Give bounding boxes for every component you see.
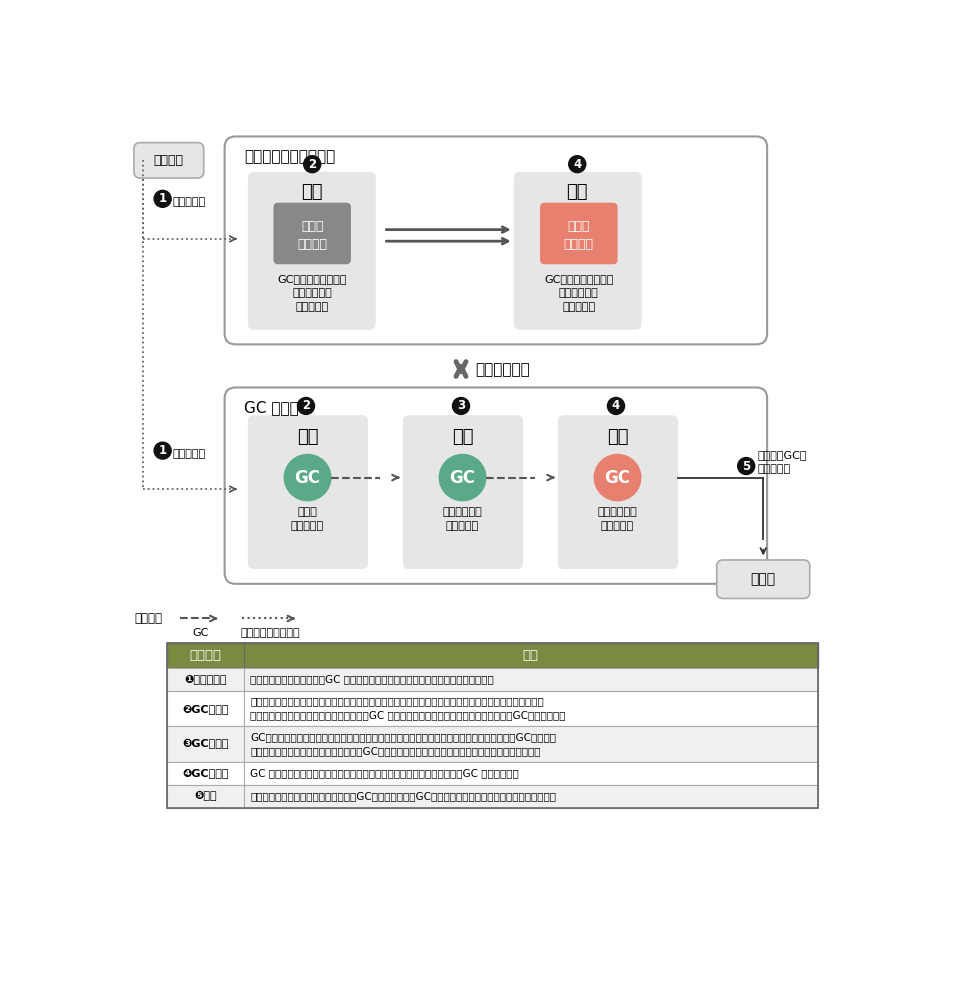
- Text: ❺主張: ❺主張: [194, 791, 217, 802]
- Text: 測定された発電量データをもとに、既存の再エネ属性証書の発行者が発電者またはその代理人のアカウン
トに対して、再エネ属性証書を発行する。GC 発行者は、測定された: 測定された発電量データをもとに、既存の再エネ属性証書の発行者が発電者またはその代…: [251, 696, 565, 720]
- FancyBboxPatch shape: [540, 202, 617, 264]
- Text: 5: 5: [742, 459, 751, 472]
- Text: GC発行の対象となったアカウントは、発行者が管理する登録簿内の別のアカウントに発行済GCを移行す
ることもある。アカウント間の移行は、GCの有効期限内で使用され: GC発行の対象となったアカウントは、発行者が管理する登録簿内の別のアカウントに発…: [251, 732, 556, 756]
- Circle shape: [284, 454, 331, 501]
- FancyBboxPatch shape: [403, 415, 523, 569]
- Text: GC: GC: [295, 468, 321, 487]
- FancyBboxPatch shape: [514, 172, 641, 330]
- Text: 測定・報告: 測定・報告: [173, 449, 205, 459]
- Text: 3: 3: [457, 399, 465, 412]
- Text: 4: 4: [612, 399, 620, 412]
- Bar: [166, 762, 818, 785]
- Text: 再エネ属性証書登録簿: 再エネ属性証書登録簿: [244, 148, 335, 163]
- Text: 電力メーターデータ: 電力メーターデータ: [241, 627, 300, 637]
- Text: 取消: 取消: [607, 427, 628, 445]
- Bar: [166, 726, 818, 762]
- FancyBboxPatch shape: [225, 136, 767, 345]
- Text: 受益者: 受益者: [751, 573, 776, 587]
- Text: ❷GCの発行: ❷GCの発行: [182, 703, 228, 713]
- Text: GC: GC: [605, 468, 631, 487]
- Text: ❶発電量測定: ❶発電量測定: [184, 674, 227, 684]
- Text: 再エネ
属性証書: 再エネ 属性証書: [564, 219, 594, 251]
- FancyBboxPatch shape: [248, 172, 375, 330]
- Text: GCプラットフォーム
オペレータの
アカウント: GCプラットフォーム オペレータの アカウント: [544, 274, 613, 312]
- Circle shape: [737, 457, 755, 474]
- Text: 1: 1: [158, 444, 167, 457]
- Circle shape: [440, 454, 486, 501]
- Text: 発電設備: 発電設備: [154, 153, 183, 166]
- Circle shape: [452, 397, 469, 414]
- Circle shape: [608, 397, 625, 414]
- Text: GC: GC: [449, 468, 475, 487]
- Text: 2: 2: [302, 399, 310, 412]
- FancyBboxPatch shape: [274, 202, 351, 264]
- Text: GCプラットフォーム
オペレータの
アカウント: GCプラットフォーム オペレータの アカウント: [277, 274, 347, 312]
- Text: ❸GCの移行: ❸GCの移行: [182, 739, 228, 749]
- Text: 取消実施者の
アカウント: 取消実施者の アカウント: [598, 507, 637, 531]
- Bar: [166, 643, 818, 808]
- FancyBboxPatch shape: [717, 560, 809, 599]
- FancyBboxPatch shape: [134, 142, 204, 178]
- Text: 取消: 取消: [566, 182, 588, 200]
- Circle shape: [303, 155, 321, 172]
- Text: 移行: 移行: [452, 427, 473, 445]
- Text: 発電者
アカウント: 発電者 アカウント: [291, 507, 324, 531]
- Text: 発行: 発行: [300, 182, 323, 200]
- Text: 内容: 内容: [523, 649, 539, 662]
- Text: 2: 2: [308, 157, 316, 170]
- Bar: [166, 691, 818, 726]
- Circle shape: [155, 442, 171, 459]
- Circle shape: [298, 397, 315, 414]
- Text: 【凡例】: 【凡例】: [134, 612, 162, 624]
- Bar: [166, 643, 818, 667]
- Text: 再エネ
属性証書: 再エネ 属性証書: [298, 219, 327, 251]
- Text: 測定者が発電量を測定し、GC 発行者と既存の再エネ属性証書の発行者に報告する。: 測定者が発電量を測定し、GC 発行者と既存の再エネ属性証書の発行者に報告する。: [251, 674, 494, 684]
- FancyBboxPatch shape: [558, 415, 678, 569]
- Text: プロセス: プロセス: [189, 649, 221, 662]
- Text: 効果的な連携: 効果的な連携: [475, 363, 530, 377]
- Text: 発行: 発行: [297, 427, 319, 445]
- Text: GC 発行者は再エネ属性証書を取り消し、同時に、アカウントの所有者はGC を取り消す。: GC 発行者は再エネ属性証書を取り消し、同時に、アカウントの所有者はGC を取り…: [251, 768, 519, 778]
- Text: 1: 1: [158, 192, 167, 205]
- Circle shape: [568, 155, 586, 172]
- FancyBboxPatch shape: [225, 387, 767, 584]
- FancyBboxPatch shape: [248, 415, 368, 569]
- Text: 取引実施者の
アカウント: 取引実施者の アカウント: [443, 507, 483, 531]
- Text: 測定・報告: 測定・報告: [173, 197, 205, 207]
- Text: 取消したGCを
もとに主張: 取消したGCを もとに主張: [757, 450, 806, 474]
- Bar: [166, 667, 818, 691]
- Bar: [166, 785, 818, 808]
- Text: ❹GCの取消: ❹GCの取消: [182, 768, 228, 778]
- Text: 受益者（最終消費者）は、取り消したGCをもとに、そのGCの属性の電気を使用したことを主張できる。: 受益者（最終消費者）は、取り消したGCをもとに、そのGCの属性の電気を使用したこ…: [251, 792, 556, 802]
- Text: 4: 4: [573, 157, 582, 170]
- Text: GC 登録簿: GC 登録簿: [244, 399, 299, 414]
- Circle shape: [594, 454, 641, 501]
- Text: GC: GC: [192, 627, 208, 637]
- Circle shape: [155, 190, 171, 207]
